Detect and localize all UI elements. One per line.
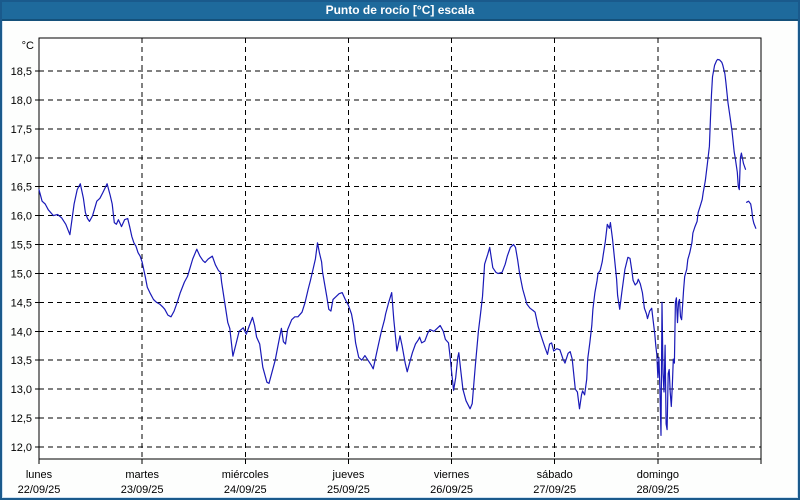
svg-text:16,5: 16,5 — [11, 182, 32, 194]
svg-text:12,5: 12,5 — [11, 413, 32, 425]
day-name-label: miércoles — [222, 469, 270, 481]
plot-area — [39, 38, 761, 459]
day-date-label: 27/09/25 — [533, 484, 576, 496]
axis-ticks — [35, 70, 762, 464]
day-name-label: martes — [125, 469, 159, 481]
day-name-label: domingo — [637, 469, 679, 481]
day-date-label: 24/09/25 — [224, 484, 267, 496]
svg-text:14,0: 14,0 — [11, 326, 32, 338]
svg-text:13,0: 13,0 — [11, 384, 32, 396]
day-date-label: 28/09/25 — [636, 484, 679, 496]
svg-text:15,5: 15,5 — [11, 240, 32, 252]
day-date-label: 23/09/25 — [121, 484, 164, 496]
chart-title: Punto de rocío [°C] escala — [325, 3, 475, 17]
title-bar: Punto de rocío [°C] escala — [2, 2, 798, 21]
grid-lines — [39, 38, 761, 459]
day-name-label: viernes — [434, 469, 470, 481]
svg-text:17,0: 17,0 — [11, 153, 32, 165]
svg-text:18,0: 18,0 — [11, 95, 32, 107]
svg-text:16,0: 16,0 — [11, 211, 32, 223]
svg-text:18,5: 18,5 — [11, 66, 32, 78]
series-punto_de_rocio_tras_hueco — [745, 200, 757, 229]
day-date-label: 25/09/25 — [327, 484, 370, 496]
y-axis-labels: 12,0 12,5 13,0 13,5 14,0 14,5 15,0 15,5 16,0 16,5… — [11, 66, 32, 454]
svg-text:14,5: 14,5 — [11, 297, 32, 309]
svg-text:15,0: 15,0 — [11, 268, 32, 280]
svg-text:17,5: 17,5 — [11, 124, 32, 136]
day-name-label: sábado — [537, 469, 573, 481]
series-punto_de_rocio — [38, 58, 747, 436]
x-axis-labels: lunes 22/09/25 martes 23/09/25 miércoles 24/0… — [18, 469, 680, 496]
day-date-label: 26/09/25 — [430, 484, 473, 496]
day-name-label: lunes — [26, 469, 53, 481]
y-axis-unit-label: °C — [22, 40, 34, 52]
day-name-label: jueves — [332, 469, 365, 481]
day-date-label: 22/09/25 — [18, 484, 61, 496]
svg-text:13,5: 13,5 — [11, 355, 32, 367]
plot-border — [38, 37, 762, 460]
svg-text:12,0: 12,0 — [11, 442, 32, 454]
